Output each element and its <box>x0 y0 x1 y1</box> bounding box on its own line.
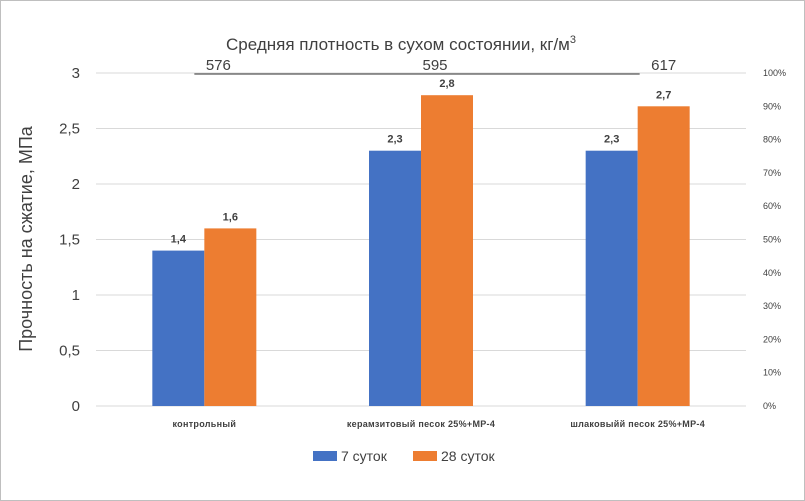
legend-swatch <box>413 451 437 461</box>
y-tick-label: 3 <box>72 65 80 82</box>
y2-tick-label: 90% <box>763 101 781 111</box>
y-axis-ticks: 0 0,5 1 1,5 2 2,5 3 <box>59 65 80 415</box>
y2-tick-label: 10% <box>763 368 781 378</box>
density-value: 617 <box>651 57 676 74</box>
category-label: керамзитовый песок 25%+МР-4 <box>347 419 495 429</box>
density-value: 576 <box>206 57 231 74</box>
legend-label: 7 суток <box>341 448 388 464</box>
y2-tick-label: 70% <box>763 168 781 178</box>
y-tick-label: 0 <box>72 398 80 415</box>
data-label: 2,3 <box>387 134 402 146</box>
bar <box>204 228 257 406</box>
y-tick-label: 1 <box>72 287 80 304</box>
data-label: 1,4 <box>171 234 187 246</box>
data-label: 2,3 <box>604 134 619 146</box>
y-tick-label: 1,5 <box>59 232 80 249</box>
legend-label: 28 суток <box>441 448 496 464</box>
y2-tick-label: 40% <box>763 268 781 278</box>
bar <box>369 150 421 406</box>
category-label: контрольный <box>172 419 236 429</box>
legend-swatch <box>313 451 337 461</box>
bar <box>421 95 473 406</box>
data-label: 1,6 <box>223 211 238 223</box>
y-tick-label: 2 <box>72 176 80 193</box>
y-tick-label: 2,5 <box>59 121 80 138</box>
density-annotation: 576 595 617 <box>194 57 676 75</box>
y-tick-label: 0,5 <box>59 343 80 360</box>
chart-title: Средняя плотность в сухом состоянии, кг/… <box>226 34 576 54</box>
data-label: 2,7 <box>656 89 671 101</box>
y2-tick-label: 30% <box>763 301 781 311</box>
bars <box>152 95 690 407</box>
data-label: 2,8 <box>439 78 454 90</box>
y2-tick-label: 0% <box>763 401 776 411</box>
bar <box>637 106 690 407</box>
density-value: 595 <box>422 57 447 74</box>
category-label: шлаковыйй песок 25%+МР-4 <box>570 419 705 429</box>
y-axis-label: Прочность на сжатие, МПа <box>16 125 36 352</box>
y2-tick-label: 60% <box>763 201 781 211</box>
bar <box>152 250 205 406</box>
bar <box>585 150 638 406</box>
data-labels: 1,4 1,6 2,3 2,8 2,3 2,7 <box>171 78 672 245</box>
y2-tick-label: 20% <box>763 334 781 344</box>
title-superscript: 3 <box>570 34 576 46</box>
y2-tick-label: 100% <box>763 68 786 78</box>
y2-tick-label: 80% <box>763 135 781 145</box>
secondary-y-axis-ticks: 0% 10% 20% 30% 40% 50% 60% 70% 80% 90% 100% <box>763 68 786 411</box>
legend: 7 суток 28 суток <box>313 448 496 464</box>
y2-tick-label: 50% <box>763 235 781 245</box>
category-labels: контрольный керамзитовый песок 25%+МР-4 шл… <box>172 419 705 429</box>
